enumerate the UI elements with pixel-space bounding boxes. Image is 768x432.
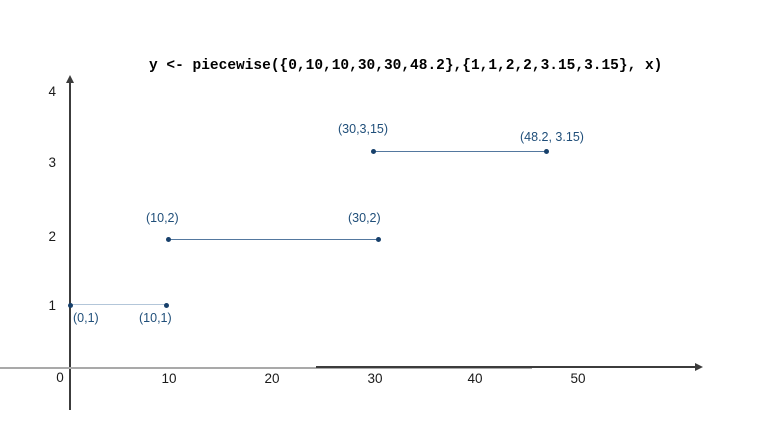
data-point [376,237,381,242]
x-tick-label: 20 [264,371,280,386]
x-tick-label: 50 [570,371,586,386]
point-label: (10,1) [139,311,172,325]
y-axis-arrow-icon [66,75,74,83]
segment-line-2 [168,239,379,240]
y-axis [69,80,71,410]
x-axis-arrow-line [316,366,698,368]
x-tick-label: 10 [161,371,177,386]
data-point [68,303,73,308]
x-axis [0,367,532,369]
y-tick-label: 4 [48,84,56,99]
point-label: (48.2, 3.15) [520,130,584,144]
x-tick-label: 40 [467,371,483,386]
x-tick-label: 30 [367,371,383,386]
x-axis-arrow-icon [695,362,703,371]
data-point [164,303,169,308]
y-tick-label: 1 [48,298,56,313]
segment-line-3 [373,151,547,152]
point-label: (0,1) [73,311,99,325]
origin-tick-label: 0 [56,370,64,385]
data-point [166,237,171,242]
segment-line-1 [70,304,167,305]
point-label: (10,2) [146,211,179,225]
chart-title: y <- piecewise({0,10,10,30,30,48.2},{1,1… [149,58,663,74]
point-label: (30,3,15) [338,122,389,136]
point-label: (30,2) [348,211,381,225]
data-point [544,149,549,154]
y-tick-label: 3 [48,155,56,170]
data-point [371,149,376,154]
y-tick-label: 2 [48,229,56,244]
